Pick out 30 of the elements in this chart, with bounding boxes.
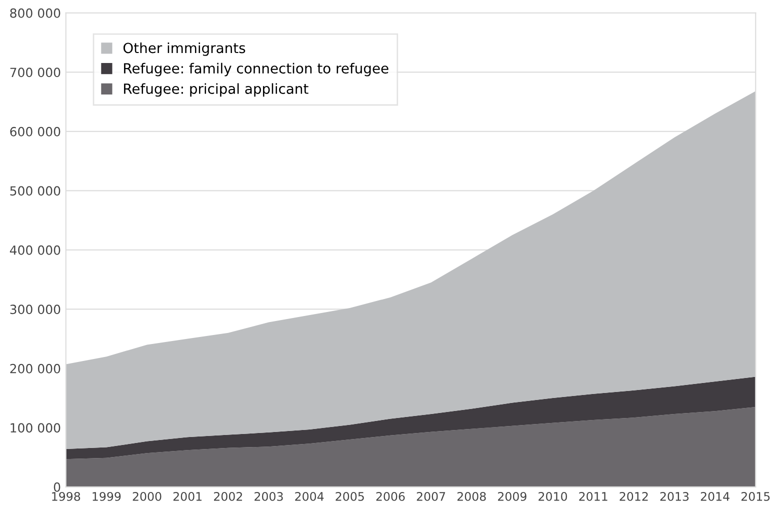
y-tick-label: 600 000	[10, 126, 60, 136]
legend-label: Refugee: pricipal applicant	[124, 83, 308, 97]
y-tick-label: 200 000	[10, 364, 60, 374]
y-tick-label: 300 000	[10, 304, 60, 314]
legend-label: Refugee: family connection to refugee	[124, 62, 388, 76]
y-tick-label: 800 000	[10, 8, 60, 18]
x-tick-label: 2014	[700, 492, 730, 501]
x-tick-label: 2004	[295, 492, 324, 501]
x-tick-label: 2010	[538, 492, 567, 501]
y-tick-label: 0	[54, 482, 60, 492]
y-tick-label: 500 000	[10, 186, 60, 196]
x-tick-label: 2012	[620, 492, 648, 501]
x-tick-label: 2002	[214, 492, 242, 501]
x-tick-label: 2000	[132, 492, 162, 501]
x-tick-label: 2013	[660, 492, 689, 501]
legend-label: Other immigrants	[123, 42, 246, 56]
x-tick-label: 1999	[92, 492, 121, 501]
y-tick-label: 400 000	[10, 245, 60, 255]
x-tick-label: 2007	[416, 492, 446, 501]
y-tick-label: 700 000	[10, 68, 60, 78]
x-tick-label: 2006	[376, 492, 405, 501]
x-tick-label: 2001	[173, 492, 202, 501]
x-tick-label: 2008	[457, 492, 486, 501]
x-tick-label: 1998	[52, 492, 80, 501]
x-tick-label: 2009	[498, 492, 526, 501]
x-tick-label: 2005	[336, 492, 364, 501]
x-tick-label: 2015	[741, 492, 770, 501]
y-tick-label: 100 000	[10, 423, 60, 433]
x-tick-label: 2011	[579, 492, 608, 501]
x-tick-label: 2003	[254, 492, 283, 501]
